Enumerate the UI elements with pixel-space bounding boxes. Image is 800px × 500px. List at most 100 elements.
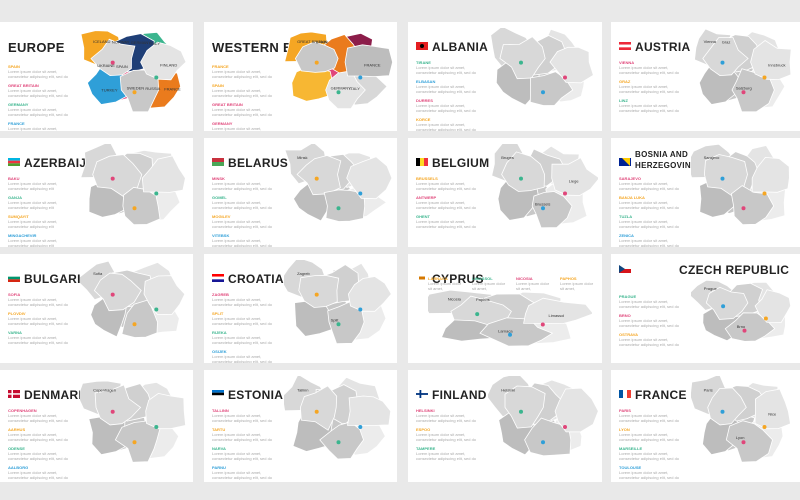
map-label: Tallinn	[297, 387, 308, 392]
legend-description: Lorem ipsum dolor sit amet, consectetur …	[619, 470, 680, 480]
flag-icon	[212, 274, 224, 282]
legend-item: TAMPERE Lorem ipsum dolor sit amet, conse…	[416, 446, 478, 461]
map-region	[347, 395, 392, 426]
slide-title: CZECH REPUBLIC	[679, 263, 790, 277]
map-label: TURKEY	[101, 87, 118, 92]
legend-description: Lorem ipsum dolor sit amet, consectetur …	[212, 451, 273, 461]
slide-europe[interactable]: EUROPE SPAIN Lorem ipsum dolor sit amet, c…	[0, 22, 193, 131]
legend-item: PARNU Lorem ipsum dolor sit amet, consect…	[212, 465, 274, 480]
legend-item: OSTRAVA Lorem ipsum dolor sit amet, conse…	[619, 332, 681, 347]
slide-bosnia-and[interactable]: BOSNIA AND HERZEGOVINA SARAJEVO Lorem ipsum…	[611, 138, 800, 247]
legend-description: Lorem ipsum dolor sit amet, consectetur …	[212, 354, 273, 363]
legend-label: PAPHOS	[560, 276, 577, 281]
legend-description: Lorem ipsum dolor sit amet, consectetur …	[416, 451, 477, 461]
slide-bulgaria[interactable]: BULGARIA SOFIA Lorem ipsum dolor sit amet,…	[0, 254, 193, 363]
slide-croatia[interactable]: CROATIA ZAGREB Lorem ipsum dolor sit amet,…	[204, 254, 397, 363]
legend-item: TOULOUSE Lorem ipsum dolor sit amet, cons…	[619, 465, 681, 480]
slide-estonia[interactable]: ESTONIA TALLINN Lorem ipsum dolor sit amet…	[204, 370, 397, 482]
legend-description: Lorem ipsum dolor sit amet, consectetur …	[619, 84, 680, 94]
legend-item: TALLINN Lorem ipsum dolor sit amet, conse…	[212, 408, 274, 423]
slide-title: BELARUS	[228, 156, 289, 170]
legend-description: Lorem ipsum dolor sit amet, consectetur …	[619, 181, 680, 191]
legend-label: MOGILEV	[212, 214, 231, 219]
map-region	[529, 71, 574, 106]
legend-item: TIRANE Lorem ipsum dolor sit amet, consec…	[416, 60, 478, 75]
map-label: FRANCE	[364, 62, 381, 67]
map-label: ITALY	[150, 41, 161, 46]
legend-label: VARNA	[8, 330, 22, 335]
legend-item: AALBORG Lorem ipsum dolor sit amet, conse…	[8, 465, 70, 480]
slide-denmark[interactable]: DENMARK COPENHAGEN Lorem ipsum dolor sit a…	[0, 370, 193, 482]
legend-description: Lorem ipsum dolor sit amet, consectetur …	[416, 122, 477, 131]
legend-description: Lorem ipsum dolor sit amet, consectetur …	[8, 181, 58, 191]
map-pin-icon	[358, 307, 363, 312]
legend-description: Lorem ipsum dolor sit amet, consectetur …	[416, 84, 477, 94]
legend-description: Lorem ipsum dolor sit amet, consectetur …	[212, 200, 273, 210]
legend-description: Lorem ipsum dolor sit amet, consectetur …	[212, 181, 273, 191]
map-region	[93, 272, 142, 312]
country-map: Zagreb Split	[284, 260, 393, 359]
slide-czech-republic[interactable]: CZECH REPUBLIC PRAGUE Lorem ipsum dolor si…	[611, 254, 800, 363]
map-pin-icon	[132, 206, 137, 211]
map-label: Helsinki	[501, 387, 515, 392]
legend: COPENHAGEN Lorem ipsum dolor sit amet, co…	[8, 408, 70, 482]
legend-label: ANTWERP	[416, 195, 437, 200]
slide-france[interactable]: FRANCE PARIS Lorem ipsum dolor sit amet, c…	[611, 370, 800, 482]
map-label: FRANCE	[164, 87, 181, 92]
country-map: ICELAND SWEDEN FINLAND NORWAY RUSSIA UKRAINE G…	[80, 28, 189, 127]
slide-austria[interactable]: AUSTRIA VIENNA Lorem ipsum dolor sit amet,…	[611, 22, 800, 131]
flag-icon	[212, 390, 224, 398]
slide-belgium[interactable]: BELGIUM BRUSSELS Lorem ipsum dolor sit ame…	[408, 138, 602, 247]
legend-item: SUMQAYIT Lorem ipsum dolor sit amet, cons…	[8, 214, 70, 229]
flag-icon	[416, 390, 428, 398]
legend-label: TALLINN	[212, 408, 229, 413]
flag-icon	[416, 274, 428, 282]
slide-azerbaijan[interactable]: AZERBAIJAN BAKU Lorem ipsum dolor sit amet…	[0, 138, 193, 247]
map-pin-icon	[154, 307, 159, 312]
legend-label: LYON	[619, 427, 630, 432]
slide-belarus[interactable]: BELARUS MINSK Lorem ipsum dolor sit amet, …	[204, 138, 397, 247]
map-pin-icon	[720, 176, 725, 181]
legend-item: BANJA LUKA Lorem ipsum dolor sit amet, co…	[619, 195, 681, 210]
slide-albania[interactable]: ALBANIA TIRANE Lorem ipsum dolor sit amet,…	[408, 22, 602, 131]
legend-item: ANTWERP Lorem ipsum dolor sit amet, conse…	[416, 195, 478, 210]
legend-description: Lorem ipsum dolor sit amet, consectetur …	[619, 337, 680, 347]
legend: MINSK Lorem ipsum dolor sit amet, consect…	[212, 176, 274, 247]
slide-cyprus[interactable]: CYPRUS LARNACA Lorem ipsum dolor sit amet,…	[408, 254, 602, 363]
legend-description: Lorem ipsum dolor sit amet, consectetur …	[8, 297, 69, 307]
flag-icon	[619, 265, 631, 273]
map-pin-icon	[336, 322, 341, 327]
legend-item: VITEBSK Lorem ipsum dolor sit amet, conse…	[212, 233, 274, 247]
legend-item: GOMEL Lorem ipsum dolor sit amet, consect…	[212, 195, 274, 210]
map-pin-icon	[132, 322, 137, 327]
map-pin-icon	[762, 75, 767, 80]
map-pin-icon	[721, 304, 726, 309]
map-pin-icon	[132, 90, 137, 95]
legend-description: Lorem ipsum dolor sit amet, consectetur …	[8, 470, 69, 480]
map-pin-icon	[762, 425, 767, 429]
slide-title: BELGIUM	[432, 156, 490, 170]
map-region	[141, 155, 186, 193]
slide-finland[interactable]: FINLAND HELSINKI Lorem ipsum dolor sit ame…	[408, 370, 602, 482]
map-pin-icon	[314, 409, 319, 414]
country-map: Copenhagen	[80, 376, 189, 478]
map-pin-icon	[541, 90, 545, 95]
legend-label: MINSK	[212, 176, 225, 181]
legend-item: BRUSSELS Lorem ipsum dolor sit amet, cons…	[416, 176, 478, 191]
map-label: Paris	[704, 387, 713, 392]
legend-label: AARHUS	[8, 427, 26, 432]
legend-label: GERMANY	[212, 121, 233, 126]
map-region	[523, 297, 592, 325]
legend-description: Lorem ipsum dolor sit amet, consectetur …	[619, 299, 680, 309]
flag-icon	[8, 274, 20, 282]
slide-western-europe[interactable]: WESTERN EUROPE FRANCE Lorem ipsum dolor si…	[204, 22, 397, 131]
map-pin-icon	[314, 60, 319, 65]
legend-label: RIJEKA	[212, 330, 227, 335]
legend-description: Lorem ipsum dolor sit amet, consectetur …	[212, 107, 273, 117]
legend-item: GREAT BRITAIN Lorem ipsum dolor sit amet,…	[8, 83, 70, 98]
country-map: Minsk	[284, 144, 393, 243]
map-region	[750, 40, 792, 81]
